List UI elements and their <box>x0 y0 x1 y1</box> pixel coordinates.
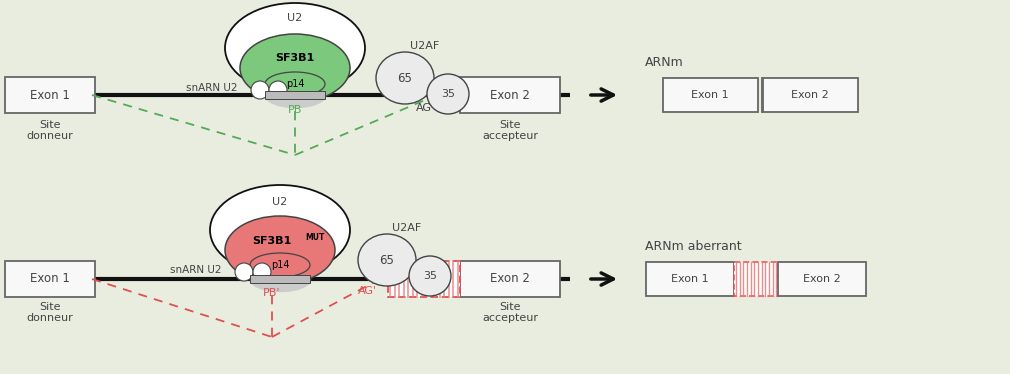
Text: U2: U2 <box>288 13 303 23</box>
Text: Site: Site <box>499 120 521 130</box>
Circle shape <box>251 81 269 99</box>
Text: Site: Site <box>39 120 61 130</box>
Ellipse shape <box>409 256 451 296</box>
FancyBboxPatch shape <box>460 261 560 297</box>
Text: U2AF: U2AF <box>410 41 439 51</box>
Text: SF3B1: SF3B1 <box>252 236 292 246</box>
Text: 35: 35 <box>423 271 437 281</box>
FancyBboxPatch shape <box>778 262 866 296</box>
Text: p14: p14 <box>286 79 304 89</box>
FancyBboxPatch shape <box>250 275 310 283</box>
Text: Exon 1: Exon 1 <box>672 274 709 284</box>
Text: snARN U2: snARN U2 <box>186 83 237 93</box>
FancyBboxPatch shape <box>265 91 325 99</box>
Text: Exon 2: Exon 2 <box>490 89 530 101</box>
Text: ARNm aberrant: ARNm aberrant <box>645 239 741 252</box>
Text: accepteur: accepteur <box>482 313 538 323</box>
Text: 35: 35 <box>441 89 454 99</box>
Ellipse shape <box>225 216 335 284</box>
FancyBboxPatch shape <box>5 77 95 113</box>
Text: PB': PB' <box>264 288 281 298</box>
Text: Exon 2: Exon 2 <box>803 274 841 284</box>
FancyBboxPatch shape <box>646 262 734 296</box>
FancyBboxPatch shape <box>388 261 460 297</box>
Text: U2AF: U2AF <box>392 223 421 233</box>
FancyBboxPatch shape <box>5 261 95 297</box>
Ellipse shape <box>427 74 469 114</box>
Text: Site: Site <box>39 302 61 312</box>
Text: donneur: donneur <box>26 131 74 141</box>
Ellipse shape <box>376 52 434 104</box>
Ellipse shape <box>358 234 416 286</box>
Text: Exon 1: Exon 1 <box>691 90 729 100</box>
Text: SF3B1: SF3B1 <box>276 53 315 63</box>
Text: accepteur: accepteur <box>482 131 538 141</box>
Text: 65: 65 <box>398 71 412 85</box>
Text: ARNm: ARNm <box>645 55 684 68</box>
Text: donneur: donneur <box>26 313 74 323</box>
Text: 65: 65 <box>380 254 395 267</box>
Text: Site: Site <box>499 302 521 312</box>
Text: snARN U2: snARN U2 <box>171 265 222 275</box>
Text: Exon 1: Exon 1 <box>30 273 70 285</box>
Circle shape <box>235 263 252 281</box>
Text: p14: p14 <box>271 260 289 270</box>
Ellipse shape <box>240 34 350 102</box>
FancyBboxPatch shape <box>663 78 758 112</box>
Text: AG': AG' <box>358 286 377 296</box>
Ellipse shape <box>225 3 365 93</box>
Text: MUT: MUT <box>305 233 324 242</box>
Text: AG: AG <box>416 103 432 113</box>
FancyBboxPatch shape <box>734 262 778 296</box>
Text: PB: PB <box>288 105 302 115</box>
Text: Exon 2: Exon 2 <box>490 273 530 285</box>
Text: Exon 1: Exon 1 <box>30 89 70 101</box>
Text: U2: U2 <box>273 197 288 207</box>
Ellipse shape <box>250 253 310 277</box>
Text: Exon 2: Exon 2 <box>791 90 829 100</box>
FancyBboxPatch shape <box>460 77 560 113</box>
Circle shape <box>252 263 271 281</box>
Ellipse shape <box>265 72 325 96</box>
FancyBboxPatch shape <box>763 78 857 112</box>
Ellipse shape <box>210 185 350 275</box>
Circle shape <box>269 81 287 99</box>
